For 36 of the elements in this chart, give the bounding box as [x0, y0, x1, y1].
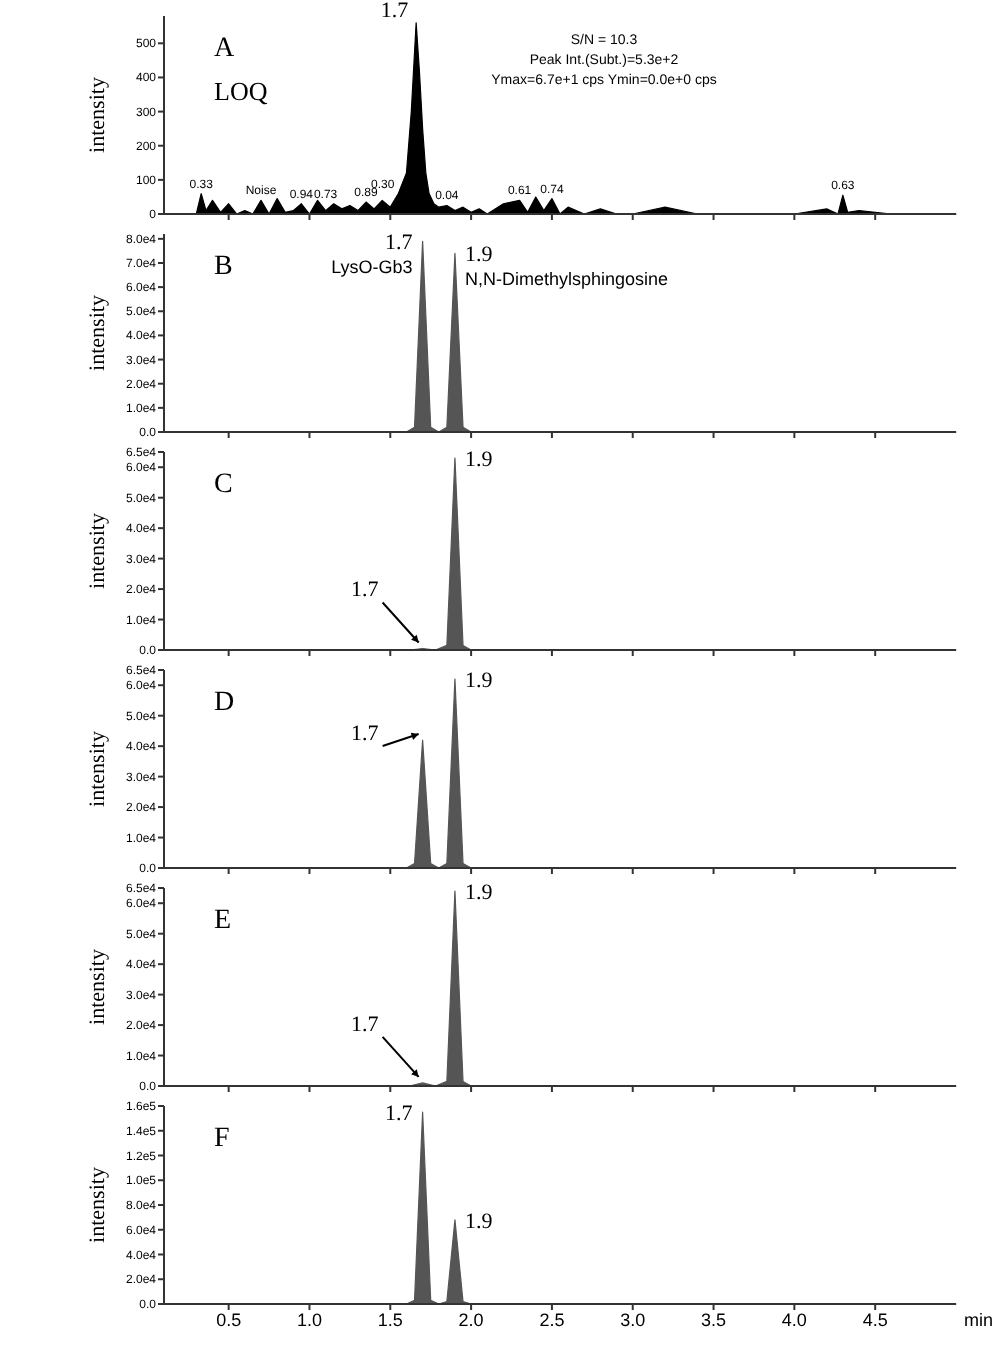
annotation: 1.9	[464, 1209, 494, 1234]
annotation: 1.7	[380, 0, 410, 23]
x-axis-title: min	[964, 1310, 992, 1330]
annotation: N,N-Dimethylsphingosine	[464, 269, 669, 290]
annotation: 1.7	[385, 1102, 414, 1127]
annotation: 1.9	[464, 881, 494, 906]
x-tick-label: 1.0	[296, 1310, 322, 1330]
y-axis-title: intensity	[86, 730, 110, 807]
annotation: LOQ	[214, 76, 269, 106]
text: E	[214, 906, 232, 936]
x-tick-label: 3.0	[620, 1310, 646, 1330]
annotation: 1.9	[464, 243, 494, 268]
text: A	[214, 34, 236, 64]
y-axis-title: intensity	[86, 294, 110, 371]
x-tick-label: 4.5	[862, 1310, 888, 1330]
annotation: 1.7	[351, 1012, 380, 1037]
text: C	[214, 470, 233, 500]
y-axis-title: intensity	[86, 76, 110, 153]
annotation: 1.7	[351, 722, 380, 747]
annotation: 1.7	[385, 231, 414, 256]
text: F	[214, 1124, 230, 1154]
annotation: 1.7	[351, 578, 380, 603]
y-axis-title: intensity	[86, 512, 110, 589]
x-tick-label: 4.0	[781, 1310, 807, 1330]
text: B	[214, 252, 233, 282]
x-tick-label: 2.5	[539, 1310, 565, 1330]
x-tick-label: 3.5	[701, 1310, 727, 1330]
x-tick-label: 2.0	[458, 1310, 484, 1330]
y-axis-title: intensity	[86, 1166, 110, 1243]
annotation: 1.9	[464, 669, 494, 694]
y-axis-title: intensity	[86, 948, 110, 1025]
x-tick-label: 1.5	[377, 1310, 403, 1330]
annotation: LysO-Gb3	[331, 257, 413, 278]
text: D	[214, 688, 235, 718]
x-tick-label: 0.5	[216, 1310, 242, 1330]
annotation: 1.9	[464, 448, 494, 473]
